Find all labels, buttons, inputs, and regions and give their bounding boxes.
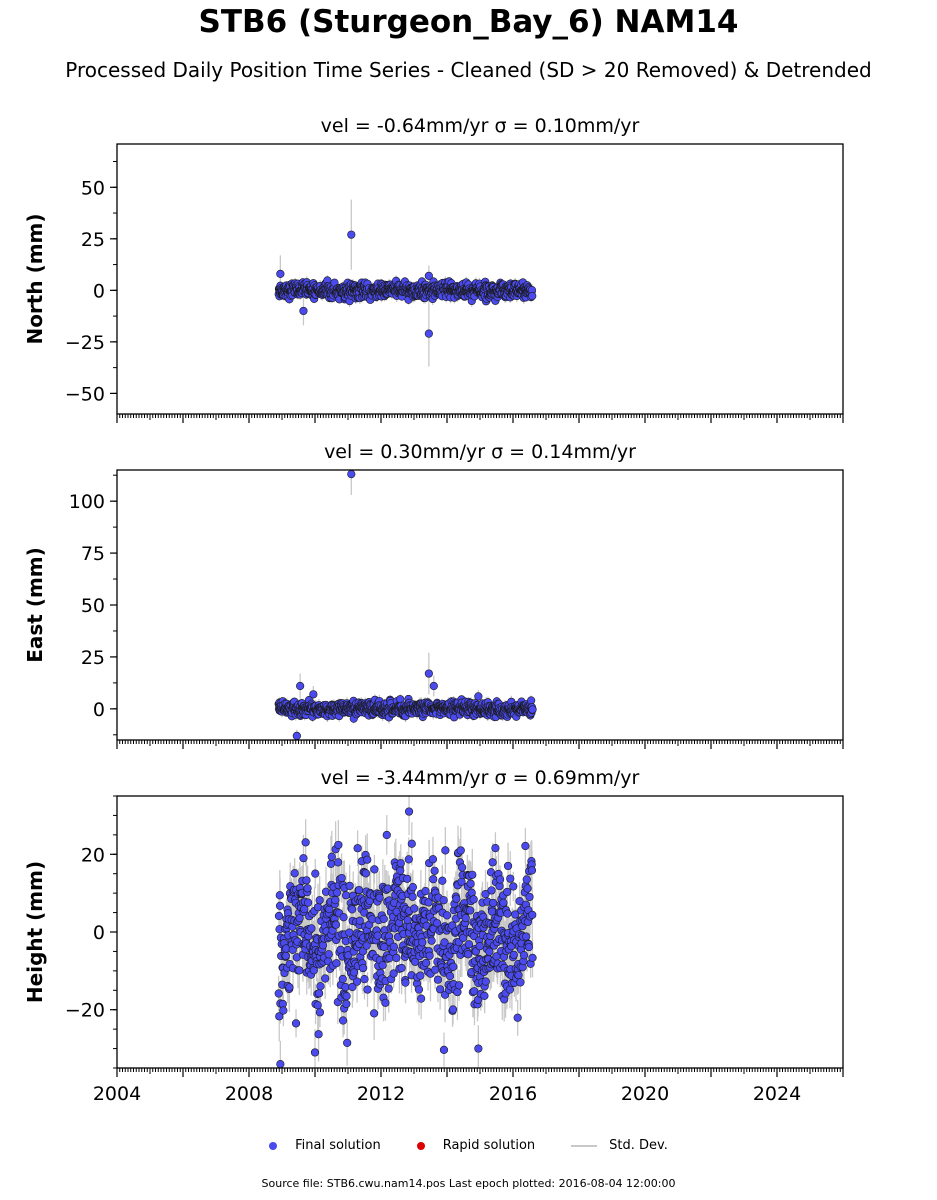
data-point (299, 306, 308, 316)
data-point (274, 911, 284, 921)
data-point (275, 891, 284, 900)
data-point (295, 966, 304, 975)
data-point (474, 692, 483, 701)
data-point (285, 983, 294, 992)
y-tick-label: −50 (65, 383, 105, 405)
y-tick-label: 0 (93, 699, 105, 721)
y-axis-label: Height (mm) (23, 861, 47, 1003)
data-point (424, 329, 433, 338)
data-point (296, 681, 305, 691)
data-point (347, 470, 356, 479)
data-point (281, 951, 290, 961)
data-point (279, 1006, 288, 1015)
data-point (424, 669, 433, 678)
y-tick-label: 25 (81, 647, 105, 669)
data-point (528, 291, 537, 301)
panel-title: vel = -0.64mm/yr σ = 0.10mm/yr (321, 115, 640, 137)
data-point (347, 230, 356, 239)
data-point (292, 731, 301, 740)
y-tick-label: −25 (65, 332, 105, 354)
data-point (424, 271, 433, 281)
data-point (527, 696, 536, 705)
panel-title: vel = 0.30mm/yr σ = 0.14mm/yr (324, 441, 636, 463)
chart-subtitle: Processed Daily Position Time Series - C… (0, 58, 937, 82)
y-tick-label: 50 (81, 177, 105, 199)
y-axis-label: North (mm) (23, 213, 47, 344)
data-point (276, 269, 285, 278)
y-tick-label: 75 (81, 543, 105, 565)
y-tick-label: 0 (93, 280, 105, 302)
data-point (528, 705, 537, 714)
data-point (291, 1019, 301, 1028)
y-tick-label: 100 (69, 491, 105, 513)
y-tick-label: 25 (81, 229, 105, 251)
data-point (429, 681, 438, 691)
y-axis-label: East (mm) (23, 547, 47, 663)
data-point (275, 901, 285, 910)
data-point (290, 869, 299, 878)
data-point (309, 690, 318, 699)
panel-title: vel = -3.44mm/yr σ = 0.69mm/yr (321, 767, 640, 789)
chart-title: STB6 (Sturgeon_Bay_6) NAM14 (0, 4, 937, 40)
y-tick-label: 50 (81, 595, 105, 617)
data-point (274, 989, 283, 998)
